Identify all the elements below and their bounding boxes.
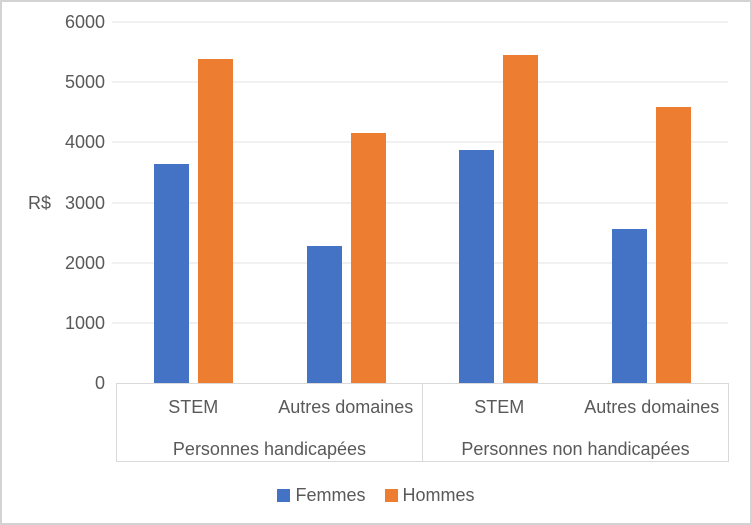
legend-label: Hommes: [402, 484, 475, 505]
legend: Femmes Hommes: [2, 483, 750, 507]
y-axis-title: R$: [28, 193, 52, 213]
legend-item-femmes: Femmes: [277, 484, 366, 506]
category-label: STEM: [168, 397, 219, 417]
y-tick-label: 1000: [64, 312, 105, 333]
category-slot: [575, 22, 728, 383]
y-tick-label: 0: [94, 373, 105, 393]
legend-item-hommes: Hommes: [384, 484, 475, 506]
gridline: [112, 141, 728, 144]
gridline: [112, 201, 728, 204]
category-label: Autres domaines: [584, 397, 720, 417]
y-tick-label: 5000: [64, 72, 105, 93]
gridlines: [112, 21, 728, 383]
bar-femmes-2: [459, 150, 495, 383]
bar-hommes-0: [197, 58, 233, 383]
category-slot: [423, 22, 576, 383]
bar-femmes-1: [306, 246, 342, 383]
category-label: STEM: [474, 397, 525, 417]
bar-femmes-3: [612, 229, 648, 383]
y-tick-label: 3000: [64, 192, 105, 213]
bar-femmes-0: [153, 164, 189, 383]
bar-hommes-3: [656, 107, 692, 383]
group-label: Personnes handicapées: [172, 438, 367, 459]
category-row: STEM Autres domaines: [423, 384, 728, 425]
legend-label: Femmes: [295, 484, 366, 505]
bar-hommes-2: [503, 55, 539, 383]
category-label: Autres domaines: [278, 397, 414, 417]
gridline: [112, 261, 728, 264]
y-tick-label: 4000: [64, 132, 105, 153]
gridline: [112, 321, 728, 324]
bar-hommes-1: [350, 133, 386, 383]
legend-swatch-icon: [384, 488, 398, 502]
gridline: [112, 21, 728, 23]
y-tick-label: 6000: [64, 12, 105, 32]
legend-swatch-icon: [277, 488, 291, 502]
bars: [117, 22, 728, 383]
plot-area: [112, 21, 728, 383]
category-slot: [117, 22, 270, 383]
category-slot: [270, 22, 423, 383]
category-axis: STEM Autres domaines Personnes handicapées…: [116, 383, 729, 462]
category-group: STEM Autres domaines Personnes non handica…: [422, 384, 729, 461]
y-tick-label: 2000: [64, 252, 105, 273]
category-group: STEM Autres domaines Personnes handicapées: [116, 384, 422, 461]
gridline: [112, 81, 728, 84]
group-label: Personnes non handicapées: [461, 438, 690, 459]
category-row: STEM Autres domaines: [117, 384, 422, 425]
